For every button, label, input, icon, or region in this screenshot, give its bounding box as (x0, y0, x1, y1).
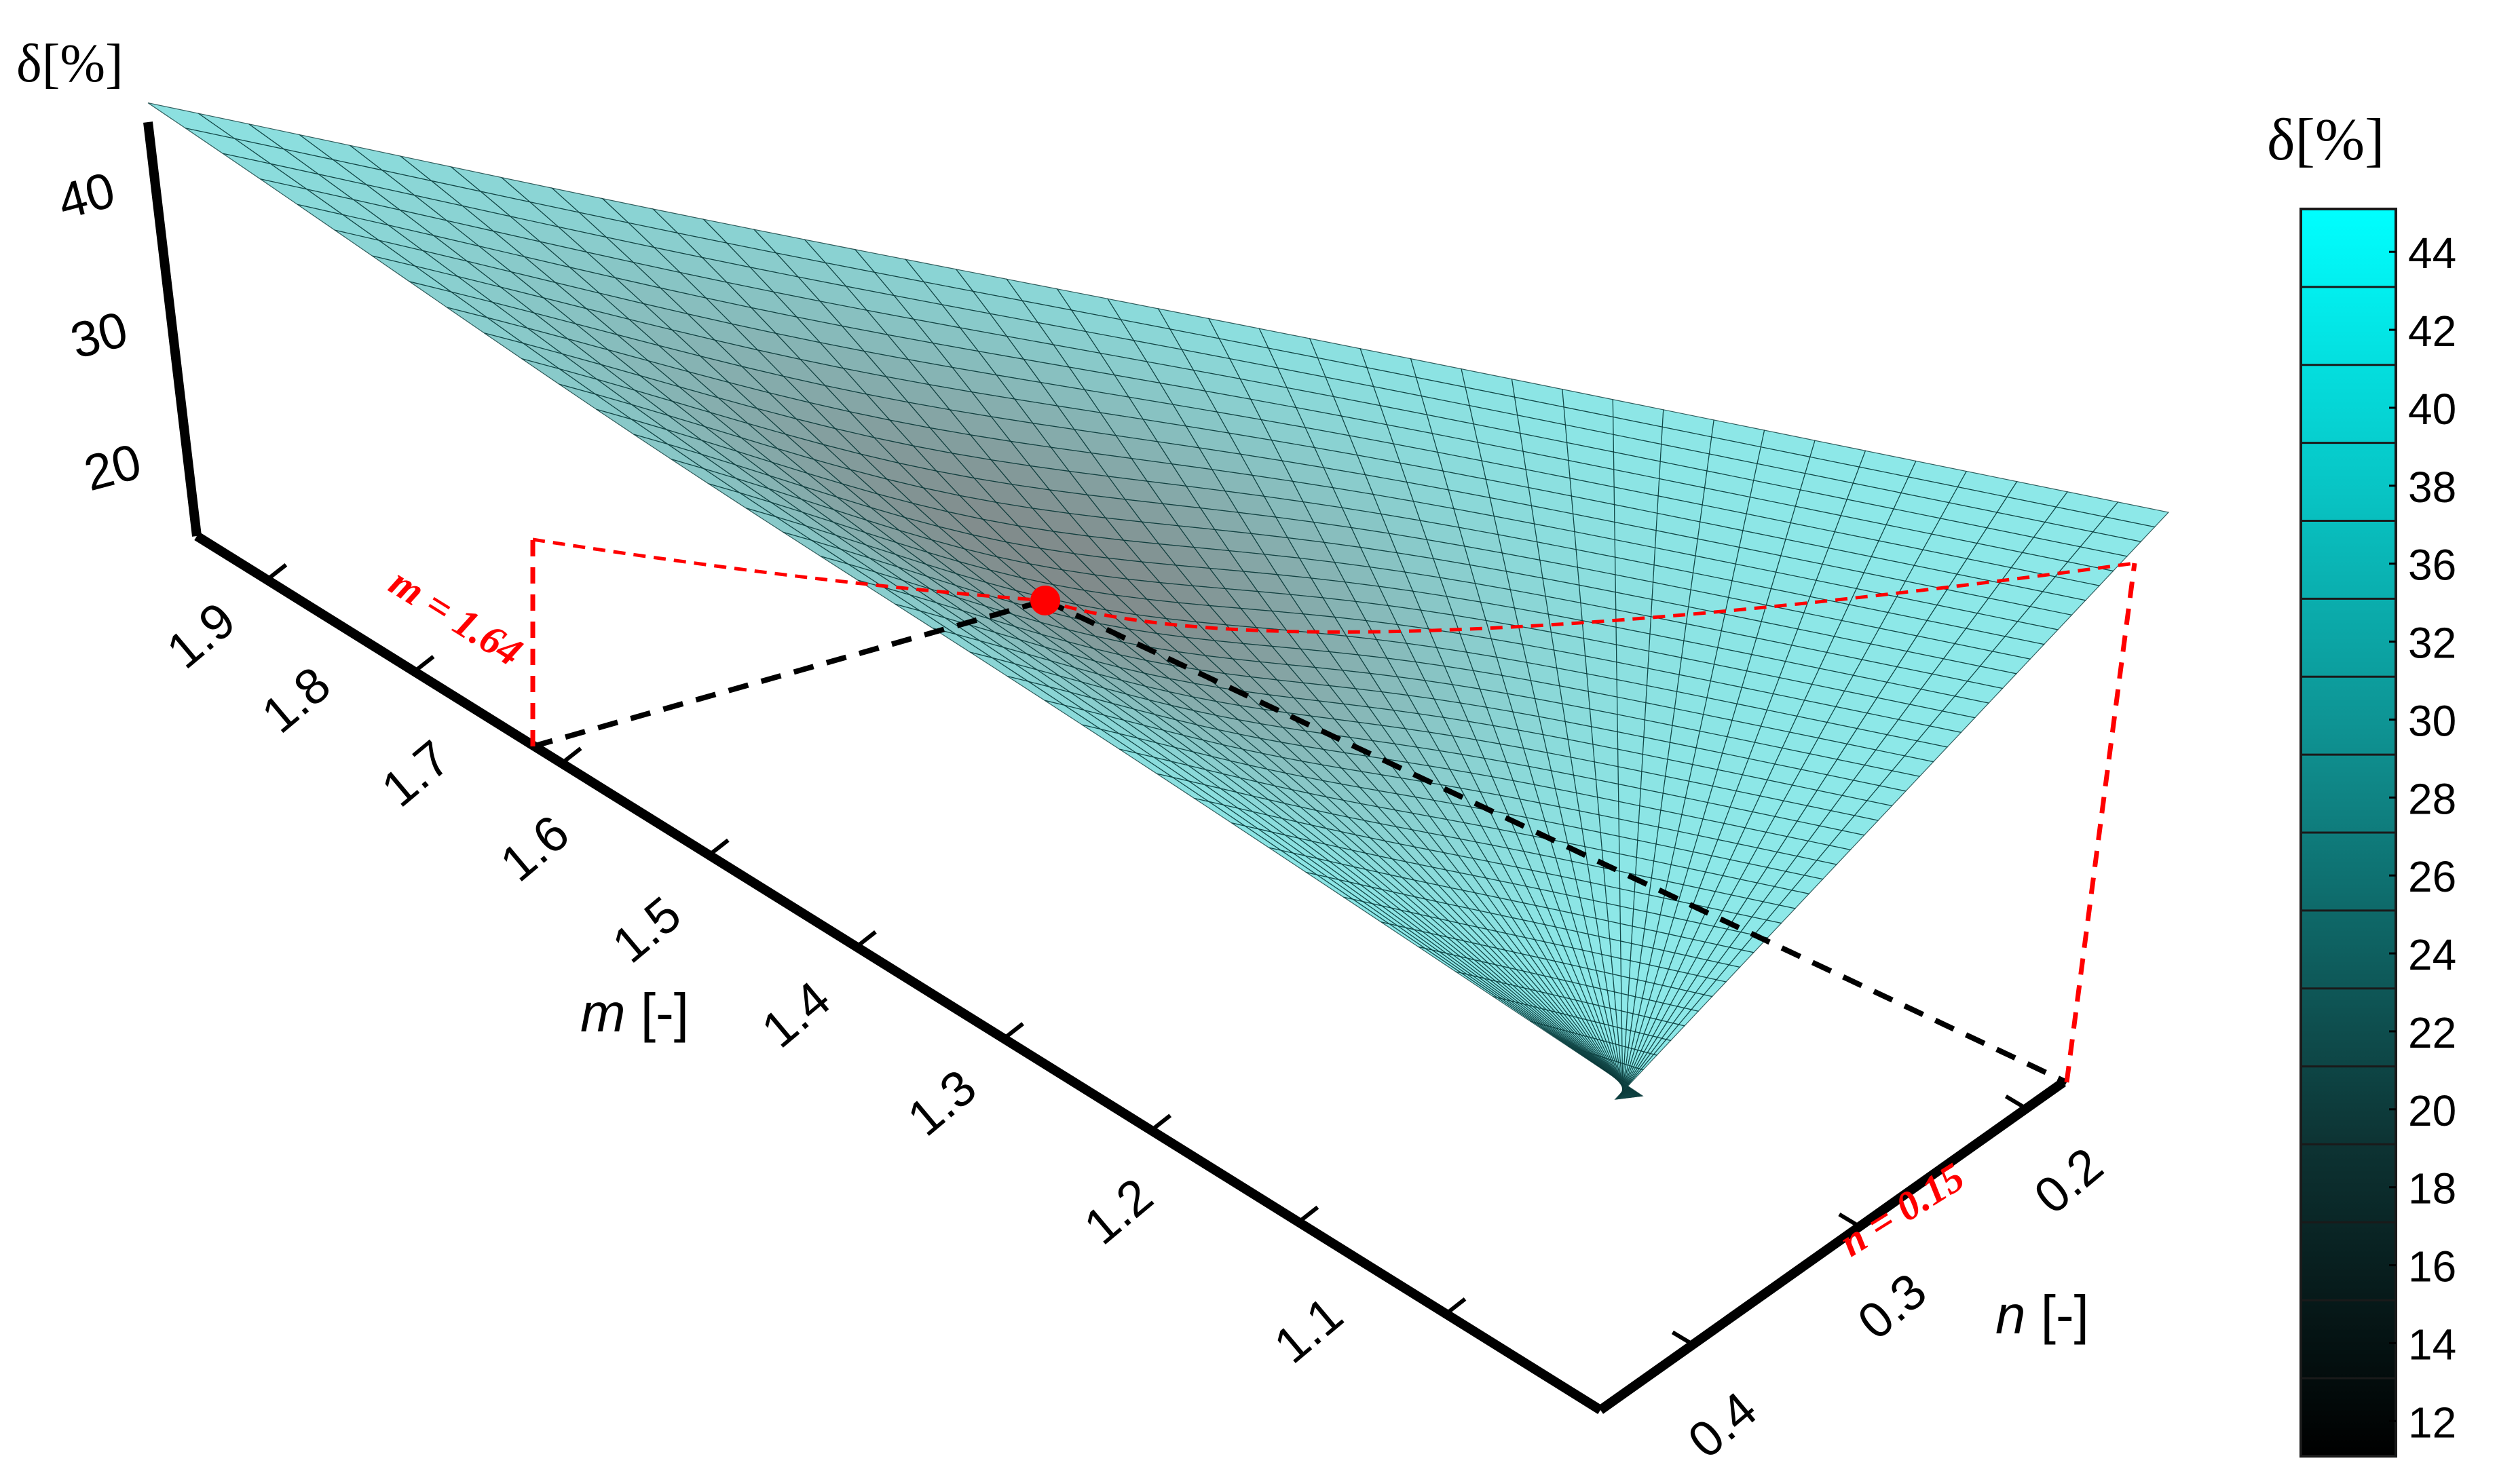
m-tick-label: 1.4 (751, 970, 840, 1059)
surface-cell (1619, 923, 1633, 945)
m-guide-dashed (531, 598, 1047, 749)
surface-cell (1613, 991, 1622, 1012)
colorbar-tick-label: 26 (2408, 852, 2456, 901)
n-axis-tick (1671, 1330, 1694, 1346)
surface-cell (1611, 955, 1622, 977)
m-tick-label: 1.5 (601, 886, 691, 974)
m-tick-label: 1.9 (156, 591, 246, 679)
m-axis-tick (265, 563, 288, 582)
axes (143, 121, 2067, 1414)
m-tick-label: 1.7 (371, 729, 460, 818)
n-axis-title: n [-] (1995, 1285, 2089, 1345)
m-axis-tick (560, 746, 582, 765)
surface-cell (1619, 871, 1636, 893)
surface-cell (1606, 902, 1621, 924)
colorbar-tick-label: 44 (2408, 229, 2456, 278)
m-axis-tick (1150, 1114, 1172, 1133)
surface-cell (1609, 938, 1621, 959)
optimum-guides (530, 537, 2137, 1085)
m-tick-label: 1.6 (489, 804, 579, 892)
colorbar-tick-label: 20 (2408, 1086, 2456, 1135)
n-axis-tick (1838, 1212, 1861, 1229)
surface-cell (1619, 905, 1634, 927)
surface-cell (1612, 973, 1622, 994)
colorbar-tick-label: 12 (2408, 1398, 2456, 1447)
colorbar-tick-label: 36 (2408, 541, 2456, 590)
n-guide-dashed (1044, 598, 2068, 1085)
n-axis-tick (2004, 1095, 2027, 1111)
surface-cell (1619, 888, 1635, 910)
n-tick-label: 0.4 (1677, 1381, 1767, 1469)
tick-marks (265, 563, 2027, 1346)
colorbar-tick-label: 30 (2408, 696, 2456, 745)
colorbar-tick-label: 40 (2408, 385, 2456, 434)
surface-mesh (147, 102, 2170, 1100)
colorbar-bands (2301, 250, 2396, 1422)
optimum-marker (1030, 586, 1060, 615)
colorbar-tick-label: 32 (2408, 619, 2456, 668)
m-axis-tick (1002, 1022, 1024, 1040)
n-axis-line (1597, 1078, 2067, 1414)
m-axis-tick (1297, 1205, 1319, 1224)
surface-cell (1614, 1084, 1630, 1100)
m-axis-title: m [-] (580, 983, 689, 1043)
m-axis-line (194, 532, 1603, 1414)
colorbar-tick-label: 38 (2408, 463, 2456, 512)
m-tick-label: 1.3 (897, 1059, 986, 1147)
m-tick-label: 1.2 (1073, 1167, 1163, 1255)
z-tick-label: 40 (52, 161, 121, 230)
colorbar-tick-label: 42 (2408, 307, 2456, 356)
colorbar-tick-label: 28 (2408, 774, 2456, 823)
z-tick-label: 30 (64, 301, 133, 369)
z-axis-line (143, 121, 202, 537)
m-tick-label: 1.8 (251, 655, 341, 744)
n-optimum-annotation: n = 0.15 (1832, 1154, 1972, 1265)
m-axis-tick (707, 838, 730, 857)
n-tick-label: 0.3 (1847, 1262, 1936, 1350)
surface-cell (1620, 940, 1632, 962)
surface-cell (1620, 957, 1631, 978)
z-axis-title: δ[%] (16, 34, 124, 94)
z-tick-label: 20 (78, 433, 147, 501)
m-red-curve (532, 537, 1046, 603)
n-red-vertical (2064, 563, 2137, 1083)
colorbar: δ[%] 44 42 40 38 36 32 30 28 26 24 22 20 18 16 14 12 (2267, 107, 2456, 1458)
colorbar-tick-label: 18 (2408, 1164, 2456, 1213)
m-axis-tick (855, 930, 877, 949)
colorbar-title: δ[%] (2267, 107, 2384, 173)
colorbar-tick-label: 14 (2408, 1320, 2456, 1369)
m-optimum-annotation: m = 1.64 (382, 559, 530, 674)
m-tick-label: 1.1 (1263, 1286, 1353, 1374)
colorbar-tick-label: 24 (2408, 930, 2456, 979)
n-red-curve (1045, 561, 2135, 634)
m-axis-tick (413, 655, 435, 673)
m-axis-tick (1444, 1297, 1467, 1316)
surface-cell (1633, 891, 1650, 913)
colorbar-tick-label: 22 (2408, 1008, 2456, 1057)
surface-cell (1607, 920, 1621, 942)
colorbar-labels: 44 42 40 38 36 32 30 28 26 24 22 20 18 16 14 12 (2408, 229, 2456, 1447)
n-tick-label: 0.2 (2023, 1137, 2113, 1225)
colorbar-tick-label: 16 (2408, 1242, 2456, 1291)
